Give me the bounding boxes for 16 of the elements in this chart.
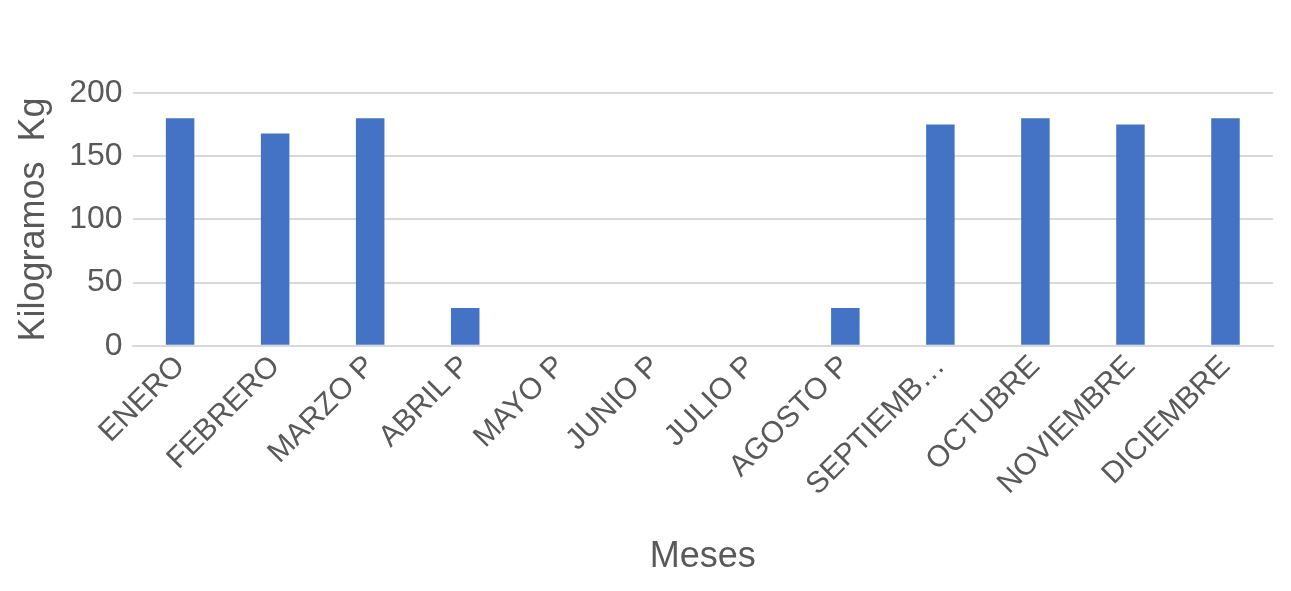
bar (1021, 118, 1050, 345)
bar (450, 307, 480, 345)
y-tick-label: 0 (104, 325, 123, 362)
y-tick-label: 50 (87, 262, 123, 299)
bar (165, 118, 195, 345)
bar (1211, 118, 1240, 345)
x-axis-title: Meses (649, 534, 756, 576)
bar (1116, 124, 1145, 345)
bar (831, 307, 860, 345)
y-tick-label: 150 (69, 136, 123, 173)
y-tick-label: 100 (69, 199, 123, 236)
y-tick-label: 200 (69, 72, 123, 109)
bar (926, 124, 955, 345)
bar (260, 133, 290, 345)
bar (355, 118, 385, 345)
y-axis-title: Kilogramos Kg (10, 97, 52, 342)
